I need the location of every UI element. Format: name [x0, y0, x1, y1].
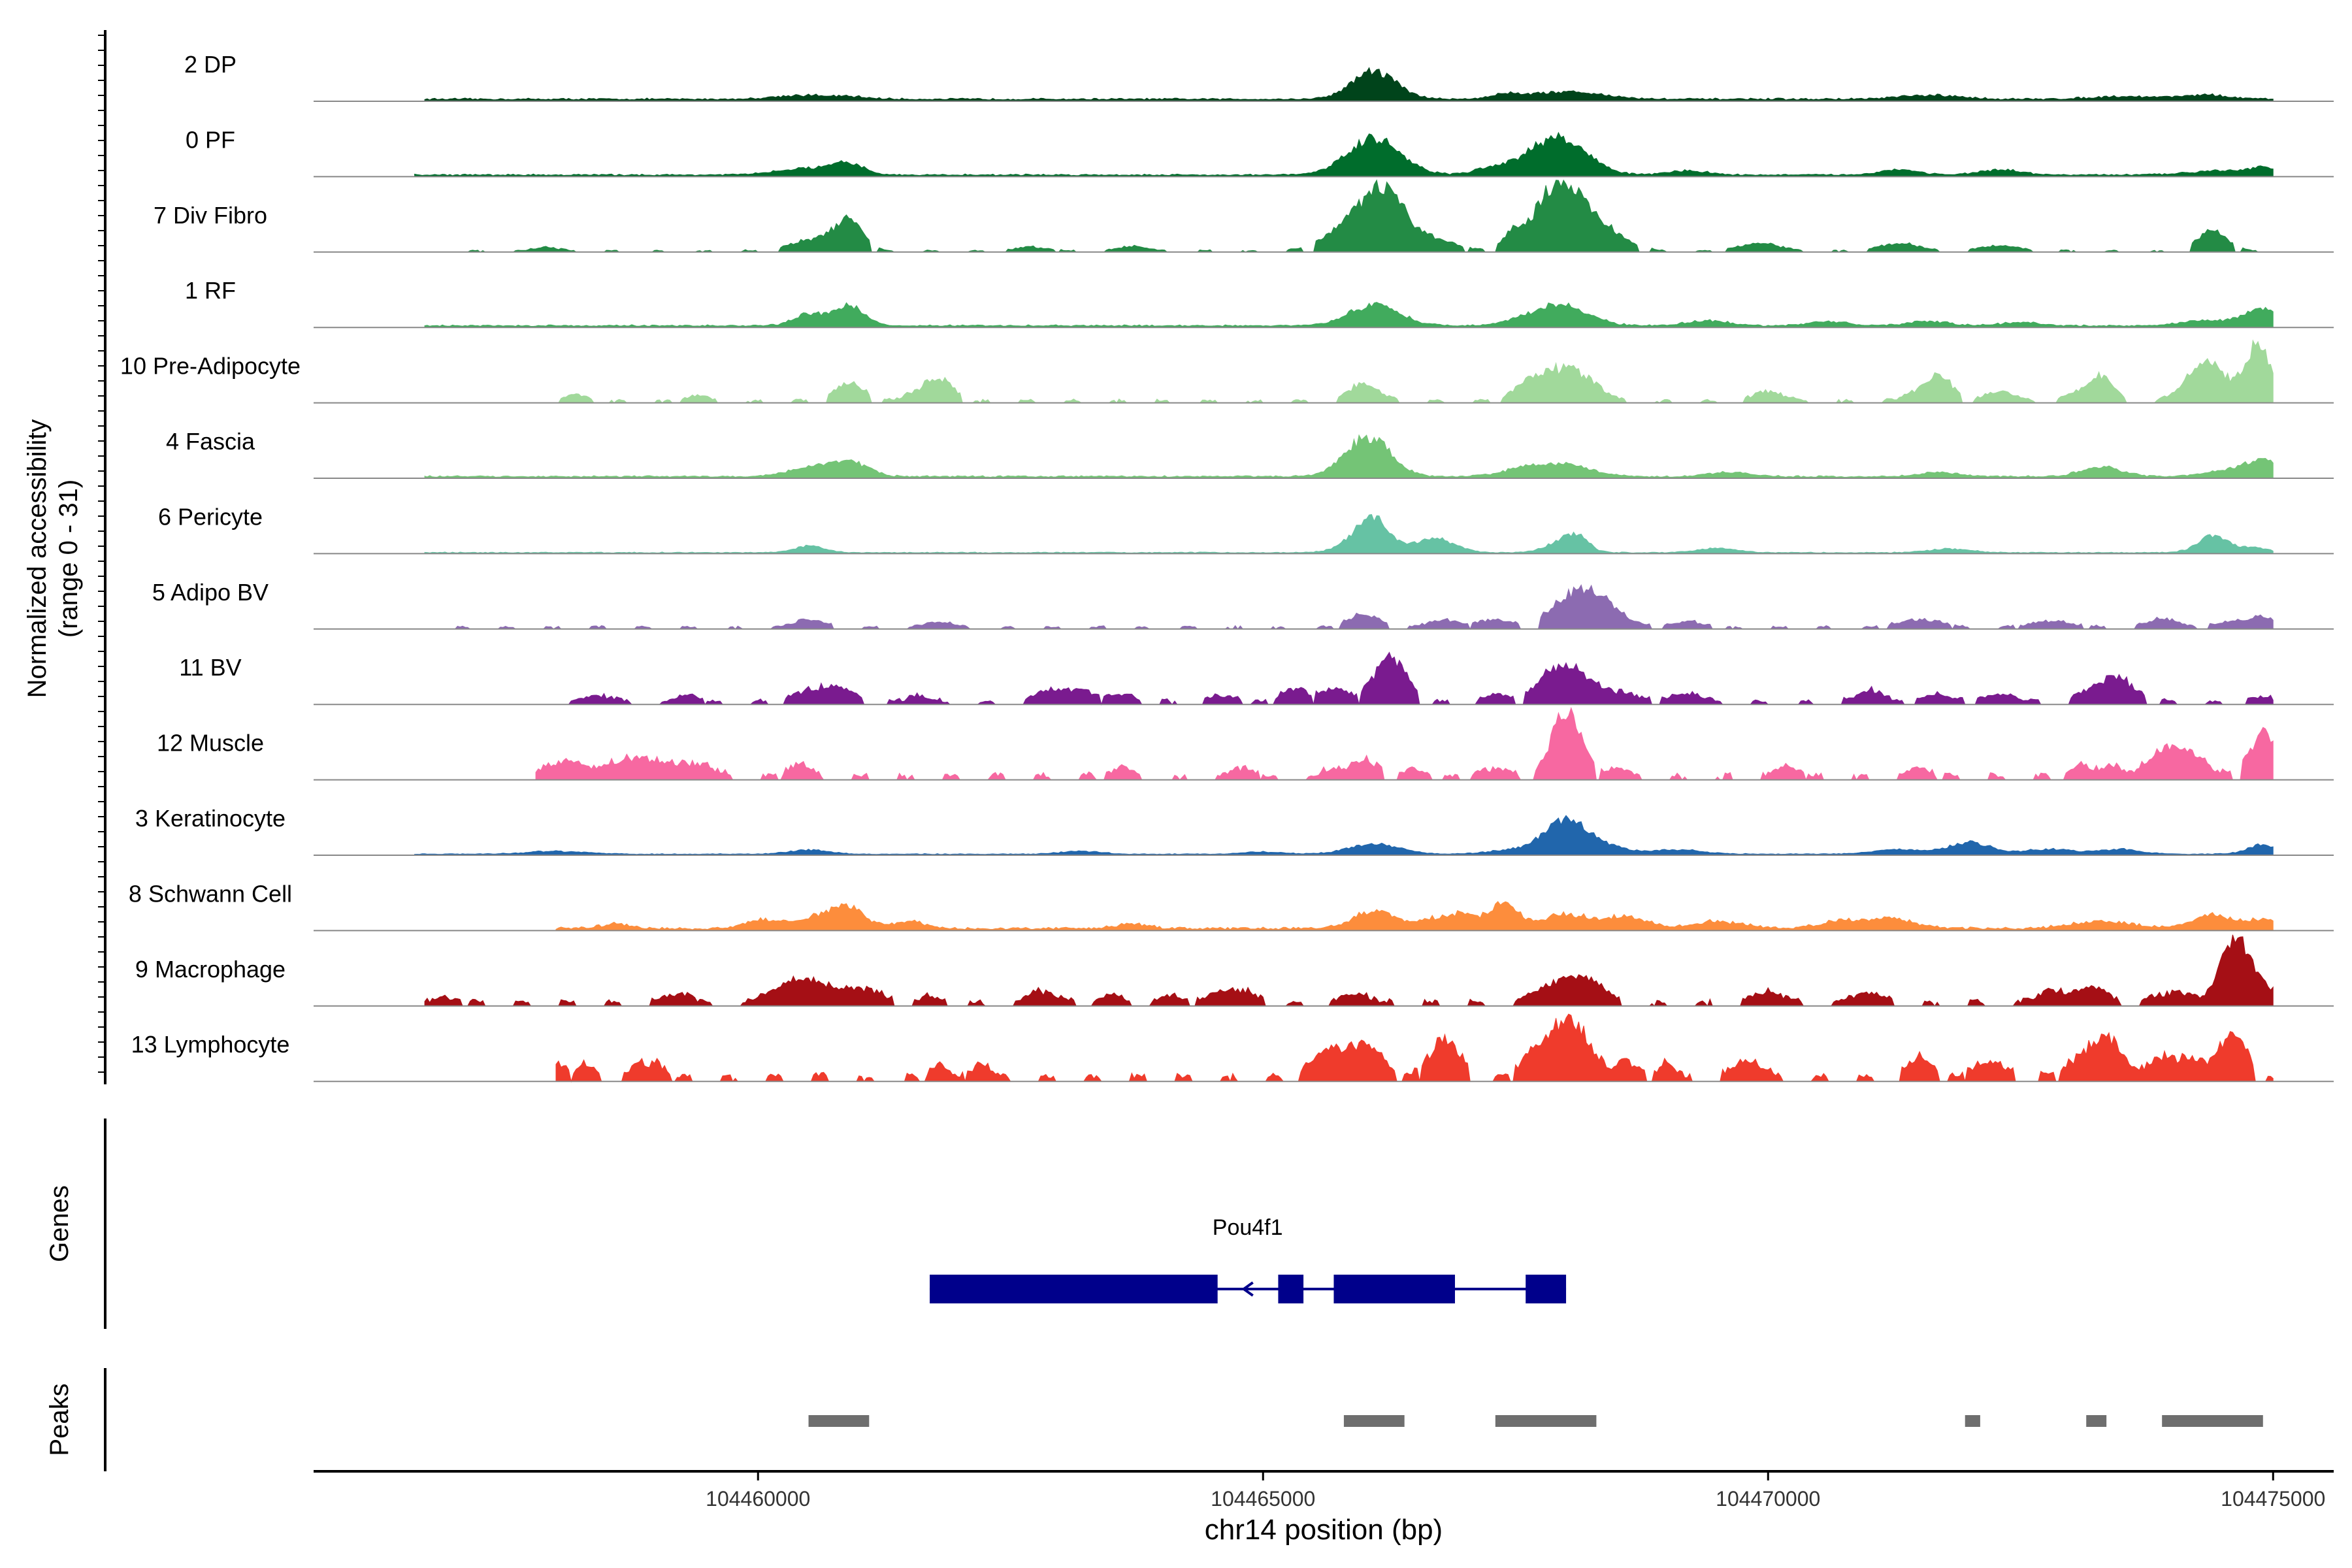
peak-region	[1965, 1415, 1980, 1427]
coverage-area	[424, 934, 2274, 1007]
track-5: 10 Pre-Adipocyte	[120, 339, 2334, 404]
coverage-area	[535, 707, 2274, 781]
x-tick-label: 104475000	[2221, 1487, 2325, 1511]
x-tick-label: 104460000	[706, 1487, 810, 1511]
track-label: 7 Div Fibro	[154, 202, 267, 229]
peak-region	[808, 1415, 870, 1427]
gene-name-label: Pou4f1	[1213, 1215, 1283, 1240]
coverage-area	[555, 901, 2274, 931]
track-label: 5 Adipo BV	[152, 579, 269, 606]
track-9: 11 BV	[179, 651, 2334, 706]
track-label: 0 PF	[186, 126, 235, 153]
track-12: 8 Schwann Cell	[129, 880, 2334, 932]
gene-exon	[930, 1275, 1218, 1303]
y-axis-title-line1: Normalized accessibility	[23, 419, 52, 698]
x-tick-label: 104470000	[1716, 1487, 1820, 1511]
track-6: 4 Fascia	[166, 428, 2334, 479]
peak-region	[2086, 1415, 2107, 1427]
track-label: 1 RF	[185, 277, 236, 304]
track-2: 0 PF	[186, 126, 2334, 178]
gene-exon	[1278, 1275, 1304, 1303]
coverage-area	[555, 1013, 2274, 1083]
gene-exon	[1333, 1275, 1455, 1303]
y-axis-title-line2: (range 0 - 31)	[54, 480, 83, 638]
gene-exon	[1526, 1275, 1567, 1303]
coverage-area	[424, 434, 2274, 479]
track-11: 3 Keratinocyte	[135, 805, 2334, 856]
coverage-area	[536, 339, 2274, 404]
x-tick-label: 104465000	[1211, 1487, 1315, 1511]
coverage-area	[424, 302, 2274, 328]
coverage-tracks: 2 DP 0 PF 7 Div Fibro 1 RF 10 Pre-Adipocyte 4…	[120, 51, 2334, 1083]
peak-region	[1495, 1415, 1597, 1427]
track-13: 9 Macrophage	[135, 934, 2334, 1007]
peaks-track: Peaks	[45, 1368, 2263, 1471]
peaks-track-label: Peaks	[45, 1383, 74, 1456]
track-3: 7 Div Fibro	[154, 179, 2334, 253]
y-axis	[98, 30, 106, 1085]
track-label: 3 Keratinocyte	[135, 805, 286, 832]
genes-track-label: Genes	[45, 1185, 74, 1262]
coverage-area	[414, 131, 2274, 177]
track-label: 6 Pericyte	[158, 503, 263, 530]
gene-annotation-track: Genes Pou4f1	[45, 1119, 1567, 1329]
x-axis-title: chr14 position (bp)	[1205, 1514, 1443, 1546]
coverage-area	[414, 815, 2274, 856]
track-14: 13 Lymphocyte	[131, 1013, 2334, 1083]
peak-region	[2162, 1415, 2263, 1427]
coverage-area	[455, 179, 2274, 253]
track-label: 11 BV	[179, 654, 241, 681]
track-label: 12 Muscle	[157, 730, 264, 757]
peak-region	[1343, 1415, 1405, 1427]
coverage-area	[425, 584, 2274, 630]
coverage-area	[424, 67, 2274, 102]
track-8: 5 Adipo BV	[152, 579, 2334, 630]
track-4: 1 RF	[185, 277, 2334, 329]
coverage-area	[556, 651, 2274, 706]
track-label: 2 DP	[184, 51, 237, 78]
track-label: 13 Lymphocyte	[131, 1031, 290, 1058]
coverage-area	[424, 514, 2274, 554]
strand-arrow-icon	[1241, 1281, 1254, 1297]
track-1: 2 DP	[184, 51, 2334, 102]
x-axis: 104460000 104465000 104470000 104475000	[314, 1470, 2334, 1511]
track-7: 6 Pericyte	[158, 503, 2334, 555]
track-10: 12 Muscle	[157, 707, 2334, 781]
track-label: 9 Macrophage	[135, 956, 286, 983]
track-label: 8 Schwann Cell	[129, 880, 292, 907]
track-label: 4 Fascia	[166, 428, 255, 455]
track-label: 10 Pre-Adipocyte	[120, 353, 301, 380]
